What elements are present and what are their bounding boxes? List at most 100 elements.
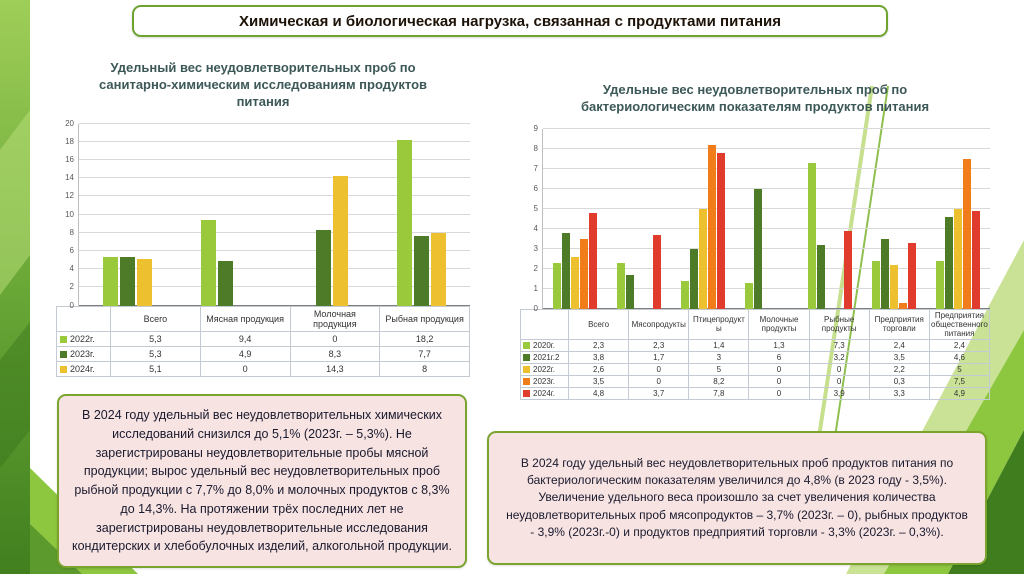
- y-axis-tick-label: 3: [533, 243, 538, 253]
- value-cell: 0: [628, 362, 690, 376]
- value-cell: 0: [199, 360, 291, 377]
- bar: [844, 230, 853, 309]
- gridline: [543, 287, 990, 289]
- gridline: [543, 127, 990, 129]
- category-header-cell: Молочная продукция: [289, 305, 381, 332]
- y-axis-tick-label: 9: [533, 123, 538, 133]
- bar-group: [275, 124, 373, 306]
- y-axis-tick-label: 12: [65, 191, 74, 201]
- chemical-data-table: Всего Мясная продукция Молочная продукция Р…: [56, 305, 470, 377]
- bar: [707, 144, 716, 309]
- plot-area: [78, 122, 470, 306]
- legend-swatch-icon: [523, 354, 530, 362]
- value-cell: 5,1: [110, 360, 201, 377]
- bar: [201, 220, 217, 306]
- series-name-label: 2022г.: [70, 333, 95, 344]
- chemical-chart-title: Удельный вес неудовлетворительных проб п…: [98, 60, 428, 109]
- bar: [561, 232, 570, 309]
- bar: [881, 238, 890, 309]
- y-axis-tick-label: 6: [69, 246, 74, 256]
- gridline: [79, 122, 470, 124]
- gridline: [543, 147, 990, 149]
- bar: [972, 210, 981, 309]
- y-axis-tick-label: 2: [533, 263, 538, 273]
- bar-group: [862, 129, 926, 309]
- y-axis: 0 1 2 3 4 5 6 7 8 9: [520, 124, 542, 312]
- legend-cell: 2020г.: [520, 338, 569, 352]
- series-name-label: 2023г.: [533, 376, 555, 386]
- value-cell: 8,2: [688, 374, 750, 388]
- gridline: [79, 231, 470, 233]
- bar: [963, 158, 972, 309]
- gridline: [543, 187, 990, 189]
- bar: [137, 259, 153, 306]
- value-cell: 0: [748, 374, 810, 388]
- legend-swatch-icon: [523, 378, 530, 386]
- series-name-label: 2024г.: [70, 363, 95, 374]
- bar-group: [926, 129, 990, 309]
- bar: [570, 256, 579, 309]
- value-cell: 3,5: [567, 374, 630, 388]
- slide-title: Химическая и биологическая нагрузка, свя…: [132, 5, 888, 37]
- value-cell: 1,7: [628, 350, 690, 364]
- gridline: [79, 304, 470, 306]
- gridline: [79, 195, 470, 197]
- plot-area: [542, 127, 990, 309]
- chemical-chart: Удельный вес неудовлетворительных проб п…: [56, 60, 470, 377]
- y-axis-tick-label: 10: [65, 209, 74, 219]
- value-cell: 0: [808, 374, 870, 388]
- y-axis-tick-label: 5: [533, 203, 538, 213]
- bar: [413, 235, 429, 306]
- value-cell: 2,2: [868, 362, 930, 376]
- y-axis-tick-label: 1: [533, 283, 538, 293]
- y-axis-tick-label: 4: [69, 264, 74, 274]
- legend-cell: 2021г.2: [520, 350, 569, 364]
- table-row: 2024г. 5,1 0 14,3 8: [56, 360, 470, 377]
- value-cell: 5,3: [110, 345, 201, 362]
- bar-group: [79, 124, 177, 306]
- value-cell: 7,5: [928, 374, 991, 388]
- table-header-row: Всего Мясопродукты Птицепродукты Молочные п…: [520, 308, 991, 340]
- chemical-chart-body: 0 2 4 6 8 10 12 14 16 18 20: [56, 119, 470, 309]
- gridline: [79, 213, 470, 215]
- value-cell: 3,5: [868, 350, 930, 364]
- bar: [588, 212, 597, 309]
- table-row: 2022г. 2,6 0 5 0 0 2,2 5: [520, 362, 991, 376]
- value-cell: 0: [628, 374, 690, 388]
- legend-cell: 2023г.: [56, 345, 111, 362]
- gridline: [79, 159, 470, 161]
- bar-group: [607, 129, 671, 309]
- value-cell: 2,6: [567, 362, 630, 376]
- bacteriological-chart-title: Удельные вес неудовлетворительных проб п…: [580, 82, 930, 114]
- series-name-label: 2022г.: [533, 364, 555, 374]
- bar-group: [735, 129, 799, 309]
- slide-title-text: Химическая и биологическая нагрузка, свя…: [238, 12, 782, 30]
- category-header-cell: Предприятия торговли: [868, 308, 930, 340]
- category-header-cell: Всего: [110, 305, 201, 332]
- left-strip-facet: [0, 322, 30, 468]
- series-name-label: 2021г.2: [533, 352, 560, 362]
- legend-swatch-icon: [60, 365, 67, 373]
- bar: [716, 152, 725, 309]
- diagonal-line-shape: [829, 85, 889, 471]
- value-cell: 5,3: [110, 330, 201, 347]
- value-cell: 1,3: [748, 338, 810, 352]
- value-cell: 4,6: [928, 350, 991, 364]
- bar: [954, 208, 963, 309]
- table-corner-cell: [520, 308, 569, 340]
- series-name-label: 2024г.: [533, 388, 555, 398]
- bar: [936, 260, 945, 309]
- bar: [689, 248, 698, 309]
- legend-cell: 2024г.: [520, 386, 569, 400]
- value-cell: 2,3: [567, 338, 630, 352]
- table-header-row: Всего Мясная продукция Молочная продукция Р…: [56, 305, 470, 332]
- table-corner-cell: [56, 305, 111, 332]
- y-axis-tick-label: 14: [65, 173, 74, 183]
- value-cell: 0: [748, 386, 810, 400]
- gridline: [543, 227, 990, 229]
- legend-cell: 2023г.: [520, 374, 569, 388]
- bar: [120, 257, 136, 306]
- bar: [899, 302, 908, 309]
- value-cell: 3,9: [808, 386, 870, 400]
